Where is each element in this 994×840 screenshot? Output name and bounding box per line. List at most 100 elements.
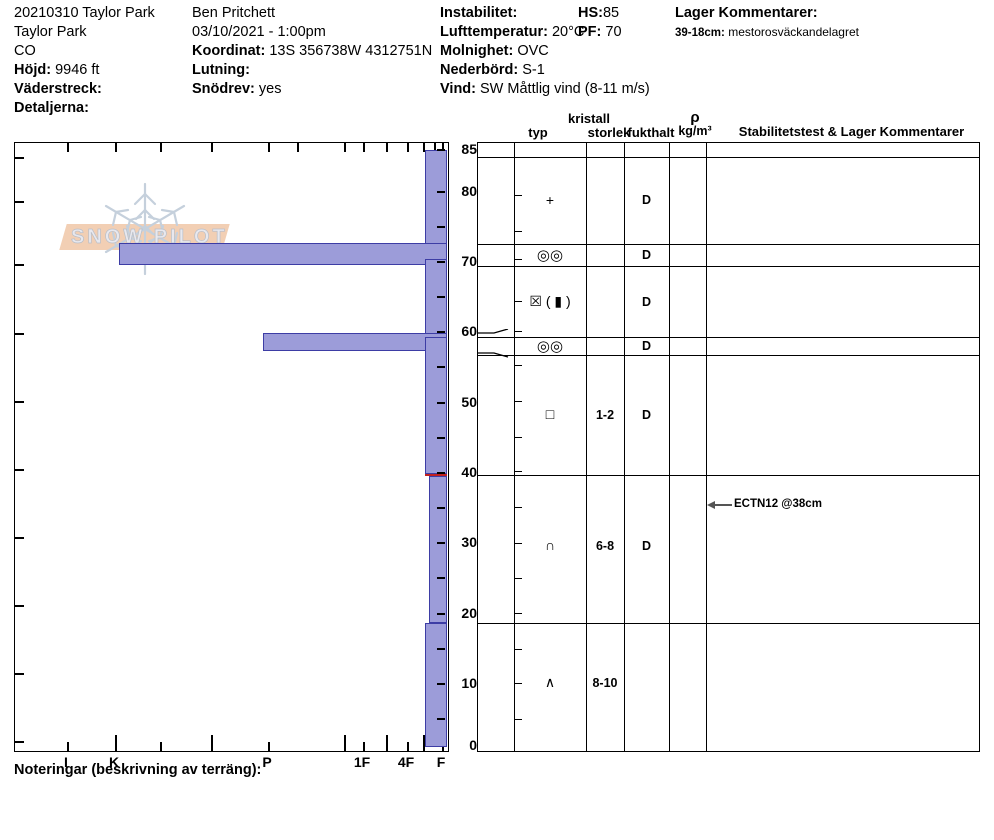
bottom-tick: [344, 735, 346, 751]
grain-symbol: ◎◎: [536, 338, 564, 355]
depth-minor-tick: [437, 507, 445, 509]
profile-header: 20210310 Taylor Park Taylor Park CO Höjd…: [0, 0, 994, 118]
strat-minor-tick: [515, 649, 522, 651]
grain-symbol: ∩: [544, 537, 556, 553]
layer-boundary: [478, 244, 979, 246]
header-layer-comments-column: Lager Kommentarer: 39-18cm: mestorosväck…: [675, 4, 990, 43]
top-tick: [386, 143, 388, 152]
left-tick: [15, 673, 24, 675]
depth-tick: [437, 613, 445, 615]
column-header-rho-units: kg/m³: [678, 124, 712, 138]
coordinates-row: Koordinat: 13S 356738W 4312751N: [192, 43, 433, 59]
pf-row: PF: 70: [578, 24, 622, 40]
top-tick: [363, 143, 365, 152]
layer-comments-title: Lager Kommentarer:: [675, 5, 818, 21]
stratigraphy-table: + D ◎◎ D ☒ ( ▮ ) D ◎◎ D □ 1-2 D: [477, 142, 980, 752]
strat-minor-tick: [515, 401, 522, 403]
column-header-typ: typ: [528, 125, 548, 140]
left-tick: [15, 605, 24, 607]
grain-symbol: +: [545, 192, 555, 208]
table-column-divider: [514, 143, 516, 751]
depth-tick-label: 60: [461, 323, 477, 339]
depth-tick: [437, 331, 445, 333]
hardness-bar: [263, 333, 447, 351]
layer-boundary: [478, 475, 979, 477]
strat-minor-tick: [515, 683, 522, 685]
table-column-divider: [624, 143, 626, 751]
depth-minor-tick: [437, 437, 445, 439]
top-tick: [407, 143, 409, 152]
strat-minor-tick: [515, 331, 522, 333]
weak-layer-marker: [425, 474, 447, 477]
depth-tick-label: 10: [461, 675, 477, 691]
layer-boundary: [478, 337, 979, 339]
top-tick: [423, 143, 425, 152]
wetness: D: [641, 408, 652, 422]
elevation-row: Höjd: 9946 ft: [14, 62, 100, 78]
hs-row: HS:85: [578, 5, 620, 21]
layer-boundary: [478, 623, 979, 625]
depth-minor-tick: [437, 577, 445, 579]
depth-tick-label: 0: [469, 737, 477, 753]
wetness: D: [641, 339, 652, 353]
depth-axis: 85 80 70 60 50 40 30 20 10 0: [437, 142, 477, 753]
header-observer-column: Ben Pritchett 03/10/2021 - 1:00pm Koordi…: [192, 4, 442, 99]
depth-minor-tick: [437, 718, 445, 720]
top-tick: [297, 143, 299, 152]
hardness-label-F: F: [436, 754, 446, 770]
profile-chart: typ kristall storlek fukthalt ρ kg/m³ St…: [0, 109, 994, 778]
layer-comment-item: 39-18cm: mestorosväckandelagret: [675, 25, 859, 39]
weak-layer-connector-icon: [478, 329, 509, 358]
depth-tick-label: 70: [461, 253, 477, 269]
top-tick: [67, 143, 69, 152]
strat-minor-tick: [515, 301, 522, 303]
bottom-tick: [386, 735, 388, 751]
strat-minor-tick: [515, 259, 522, 261]
strat-minor-tick: [515, 471, 522, 473]
top-tick: [211, 143, 213, 152]
wetness: D: [641, 295, 652, 309]
depth-tick: [437, 149, 445, 151]
aspect-row: Väderstreck:: [14, 81, 102, 97]
left-tick: [15, 264, 24, 266]
grain-symbol: ☒ ( ▮ ): [529, 293, 571, 309]
top-tick: [115, 143, 117, 152]
bottom-tick: [211, 735, 213, 751]
bottom-tick: [363, 742, 365, 751]
pit-state: CO: [14, 43, 36, 59]
column-header-fukthalt: fukthalt: [627, 125, 675, 140]
observation-datetime: 03/10/2021 - 1:00pm: [192, 24, 326, 40]
hardness-bar: [425, 337, 447, 474]
grain-symbol: □: [545, 406, 555, 422]
hardness-label-4F: 4F: [397, 754, 415, 770]
drifting-row: Snödrev: yes: [192, 81, 282, 97]
depth-minor-tick: [437, 296, 445, 298]
bottom-tick: [268, 742, 270, 751]
depth-tick: [437, 683, 445, 685]
depth-tick-label: 50: [461, 394, 477, 410]
pit-title: 20210310 Taylor Park: [14, 5, 155, 21]
bottom-tick: [67, 742, 69, 751]
left-tick: [15, 157, 24, 159]
hardness-bar: [429, 476, 447, 623]
top-tick: [434, 143, 436, 152]
hardness-bar: [425, 623, 447, 747]
depth-minor-tick: [437, 648, 445, 650]
depth-tick: [437, 402, 445, 404]
bottom-tick: [115, 735, 117, 751]
depth-tick: [437, 472, 445, 474]
strat-minor-tick: [515, 507, 522, 509]
header-site-column: 20210310 Taylor Park Taylor Park CO Höjd…: [14, 4, 194, 118]
depth-tick-label: 80: [461, 183, 477, 199]
table-column-divider: [706, 143, 708, 751]
hardness-plot: SNOW PILOT: [14, 142, 449, 752]
hardness-bar: [425, 259, 447, 337]
grain-symbol: ◎◎: [536, 247, 564, 264]
depth-tick: [437, 261, 445, 263]
depth-tick-label: 20: [461, 605, 477, 621]
bottom-tick: [407, 742, 409, 751]
hardness-bar: [119, 243, 447, 265]
grain-size: 8-10: [592, 676, 618, 690]
column-header-storlek: storlek: [587, 125, 631, 140]
hardness-label-P: P: [262, 754, 272, 770]
